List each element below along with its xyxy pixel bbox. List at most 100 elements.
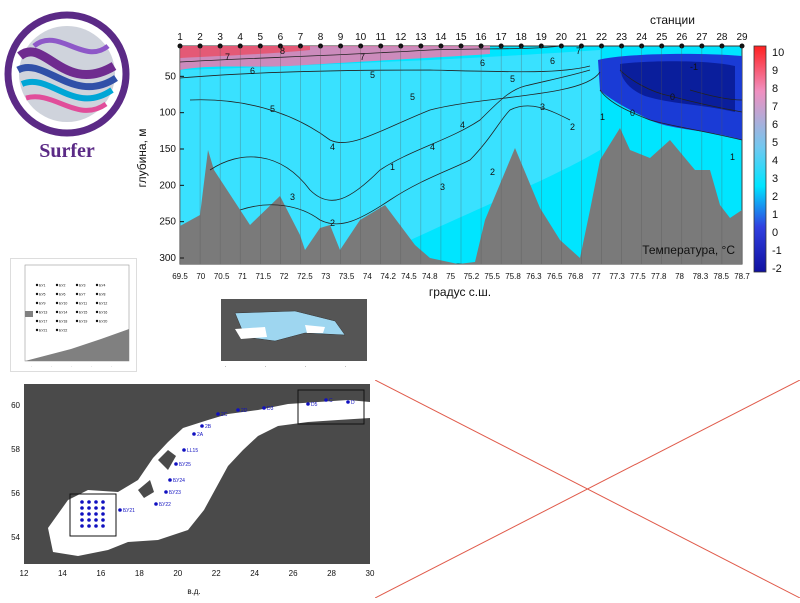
thumb-station-dot bbox=[75, 292, 79, 296]
thumb-station-dot bbox=[55, 292, 59, 296]
station-label: 13 bbox=[415, 32, 427, 43]
thumb-station-label: БУ10 bbox=[59, 302, 67, 306]
map-station-dot bbox=[200, 424, 204, 428]
x-axis-label: градус с.ш. bbox=[429, 285, 491, 299]
thumb-station-dot bbox=[35, 301, 39, 305]
map-station-dot bbox=[94, 506, 98, 510]
colorbar-tick-label: 8 bbox=[772, 83, 778, 95]
contour-label: 2 bbox=[330, 218, 335, 228]
x-tick-label: 74.8 bbox=[422, 272, 438, 281]
station-label: 4 bbox=[237, 32, 243, 43]
x-tick-label: 76.5 bbox=[547, 272, 563, 281]
x-tick-label: 74.5 bbox=[401, 272, 417, 281]
thumb-station-label: БУ13 bbox=[39, 311, 47, 315]
station-label: 15 bbox=[455, 32, 467, 43]
thumb-station-dot bbox=[55, 283, 59, 287]
svg-text:.: . bbox=[225, 363, 226, 369]
thumb-station-dot bbox=[55, 319, 59, 323]
thumb-station-label: БУ5 bbox=[39, 293, 45, 297]
station-label: 23 bbox=[616, 32, 628, 43]
map-station-label: БУ24 bbox=[173, 478, 185, 484]
thumb-station-dot bbox=[55, 310, 59, 314]
x-tick-label: 71 bbox=[238, 272, 247, 281]
map-station-dot bbox=[80, 500, 84, 504]
thumb-station-dot bbox=[55, 328, 59, 332]
station-label: 29 bbox=[736, 32, 748, 43]
station-label: 9 bbox=[338, 32, 344, 43]
contour-label: 2 bbox=[570, 122, 575, 132]
x-tick-label: 77.5 bbox=[630, 272, 646, 281]
station-markers bbox=[177, 43, 745, 264]
y-tick-label: 100 bbox=[159, 108, 176, 119]
contour-label: 4 bbox=[430, 142, 435, 152]
station-label: 22 bbox=[596, 32, 608, 43]
thumb-station-label: БУ19 bbox=[79, 320, 87, 324]
thumb-station-label: БУ14 bbox=[59, 311, 67, 315]
map-y-ticks: 60 58 56 54 bbox=[11, 401, 20, 542]
map-station-label: 2D bbox=[241, 408, 248, 414]
thumb-station-label: БУ4 bbox=[99, 284, 105, 288]
station-header: станции bbox=[650, 13, 695, 27]
map-station-dot bbox=[236, 408, 240, 412]
region-map-svg: .... bbox=[221, 299, 367, 369]
thumb-station-label: БУ12 bbox=[99, 302, 107, 306]
x-tick-label: 78.5 bbox=[713, 272, 729, 281]
contour-label: 5 bbox=[410, 92, 415, 102]
svg-text:.: . bbox=[51, 363, 52, 368]
thumb-station-label: БУ11 bbox=[79, 302, 87, 306]
region-map-thumbnail[interactable]: .... bbox=[205, 293, 375, 371]
baltic-station-map[interactable]: БУ21 БУ22 БУ23 БУ24 БУ25 LL15 2A 2B 2C 2D D3 D5 C D 1… bbox=[8, 380, 380, 598]
x-tick-label: 74 bbox=[363, 272, 372, 281]
map-x-tick-label: 26 bbox=[289, 569, 298, 578]
thumb-station-label: БУ1 bbox=[39, 284, 45, 288]
map-station-label: БУ25 bbox=[179, 462, 191, 468]
map-station-dot bbox=[87, 524, 91, 528]
x-tick-label: 78.7 bbox=[734, 272, 750, 281]
map-station-dot bbox=[94, 500, 98, 504]
colorbar-tick-label: 0 bbox=[772, 227, 778, 239]
thumb-station-dot bbox=[95, 301, 99, 305]
thumb-station-dot bbox=[35, 328, 39, 332]
thumb-station-label: БУ15 bbox=[79, 311, 87, 315]
station-label: 6 bbox=[278, 32, 284, 43]
map-x-tick-label: 12 bbox=[20, 569, 29, 578]
contour-label: -1 bbox=[690, 62, 698, 72]
x-tick-label: 75.5 bbox=[484, 272, 500, 281]
map-y-tick-label: 56 bbox=[11, 489, 20, 498]
thumb-station-label: БУ8 bbox=[99, 293, 105, 297]
thumb-station-dot bbox=[95, 292, 99, 296]
contour-label: 0 bbox=[670, 92, 675, 102]
map-station-dot bbox=[94, 518, 98, 522]
map-station-dot bbox=[346, 400, 350, 404]
station-label: 8 bbox=[318, 32, 324, 43]
logo-title: Surfer bbox=[39, 140, 95, 162]
contour-label: 2 bbox=[490, 167, 495, 177]
contour-label: 1 bbox=[390, 162, 395, 172]
station-label: 16 bbox=[476, 32, 488, 43]
map-x-tick-label: 24 bbox=[250, 569, 259, 578]
map-station-dot bbox=[306, 402, 310, 406]
station-scheme-thumbnail[interactable]: БУ1 БУ2 БУ3 БУ4 БУ5 БУ6 БУ7 БУ8 БУ9 БУ10 БУ11 БУ12 Б… bbox=[10, 258, 137, 372]
y-tick-label: 150 bbox=[159, 144, 176, 155]
contour-label: 4 bbox=[330, 142, 335, 152]
x-tick-label: 77.3 bbox=[609, 272, 625, 281]
station-label: 27 bbox=[696, 32, 708, 43]
station-label: 20 bbox=[556, 32, 568, 43]
thumb-station-label: БУ3 bbox=[79, 284, 85, 288]
contour-label: 5 bbox=[270, 104, 275, 114]
thumb-station-dot bbox=[75, 319, 79, 323]
colorbar-tick-label: -1 bbox=[772, 245, 782, 257]
map-station-dot bbox=[216, 412, 220, 416]
thumb-station-dot bbox=[95, 283, 99, 287]
svg-text:.: . bbox=[31, 363, 32, 368]
contour-label: 1 bbox=[730, 152, 735, 162]
map-station-dot bbox=[101, 524, 105, 528]
x-tick-label: 77.8 bbox=[651, 272, 667, 281]
map-station-dot bbox=[182, 448, 186, 452]
x-tick-label: 69.5 bbox=[172, 272, 188, 281]
x-tick-label: 75.2 bbox=[464, 272, 480, 281]
thumb-station-label: БУ21 bbox=[39, 329, 47, 333]
map-station-dot bbox=[87, 506, 91, 510]
station-label: 10 bbox=[355, 32, 367, 43]
